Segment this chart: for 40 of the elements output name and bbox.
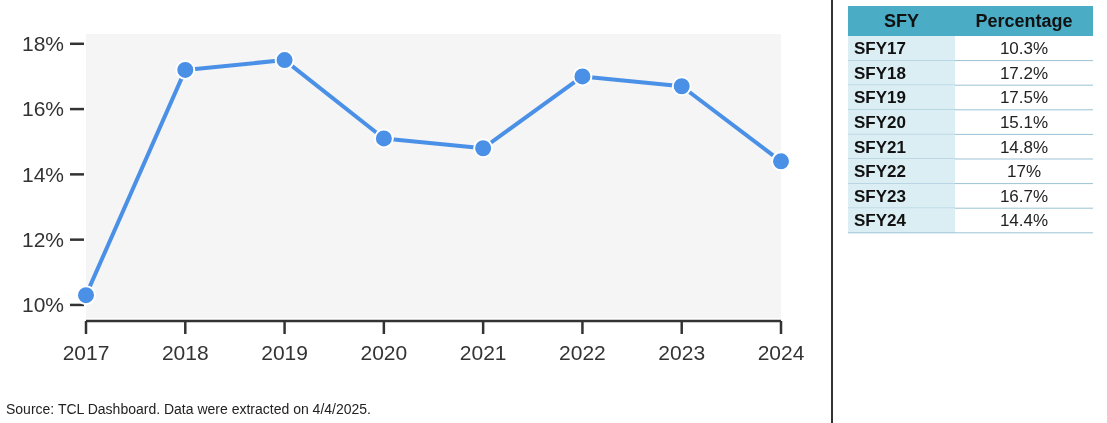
category-label: SFY17 — [854, 39, 906, 59]
x-tick-label: 2019 — [261, 341, 308, 364]
x-tick-label: 2017 — [62, 341, 110, 364]
point — [473, 138, 494, 159]
y-tick-label: 16% — [21, 97, 64, 121]
y-tick-label: 14% — [21, 162, 64, 186]
x-tick-label: 2024 — [757, 341, 805, 364]
point — [175, 59, 196, 80]
category-label: SFY20 — [854, 113, 906, 133]
point — [671, 76, 692, 97]
text: 14.4% — [999, 211, 1049, 231]
text: 17.2% — [999, 63, 1049, 83]
point — [76, 285, 96, 306]
y-tick-label: 18% — [21, 32, 64, 56]
y-tick-label: 12% — [21, 228, 64, 252]
y-tick-label: 10% — [21, 293, 64, 317]
point — [373, 128, 394, 149]
category-label: SFY23 — [854, 186, 906, 206]
category-label: SFY21 — [854, 137, 906, 157]
text: Percentage — [975, 11, 1073, 32]
text: 17.5% — [999, 88, 1049, 108]
text: 16.7% — [999, 186, 1049, 206]
category-label: SFY24 — [854, 211, 907, 231]
x-tick-label: 2023 — [658, 341, 706, 364]
text: 10.3% — [999, 39, 1049, 59]
source-note: Source: TCL Dashboard. Data were extracted on 4/4/2025. — [6, 401, 371, 417]
text: 14.8% — [999, 137, 1049, 157]
x-tick-label: 2022 — [559, 341, 606, 364]
text: SFY — [883, 11, 920, 32]
x-tick-label: 2020 — [360, 341, 408, 364]
point — [771, 151, 791, 172]
x-tick-label: 2018 — [161, 341, 209, 364]
text: 17% — [1006, 162, 1042, 182]
category-label: SFY18 — [854, 63, 906, 83]
text: 15.1% — [999, 113, 1049, 133]
category-label: SFY19 — [854, 88, 906, 108]
x-tick-label: 2021 — [459, 341, 507, 364]
category-label: SFY22 — [854, 162, 906, 182]
point — [572, 66, 593, 87]
point — [274, 50, 295, 71]
